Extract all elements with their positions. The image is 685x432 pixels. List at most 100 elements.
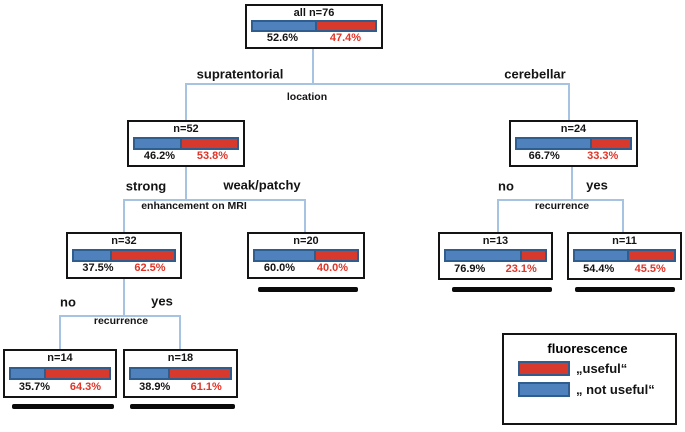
pct-not-useful: 38.9%: [139, 381, 171, 393]
percent-row: 37.5% 62.5%: [72, 262, 176, 275]
bar-blue-segment: [135, 138, 183, 148]
edge-yes-left-drop: [179, 315, 181, 349]
bar-blue-segment: [446, 251, 523, 260]
pct-useful: 45.5%: [634, 263, 666, 275]
underline-n20: [258, 287, 358, 292]
pct-not-useful: 35.7%: [18, 381, 51, 393]
bar-blue-segment: [253, 22, 318, 30]
pct-useful: 40.0%: [316, 262, 349, 274]
percent-row: 38.9% 61.1%: [129, 381, 232, 394]
pct-not-useful: 60.0%: [263, 262, 296, 274]
edge-strong-drop: [123, 199, 125, 232]
pct-not-useful: 37.5%: [82, 262, 114, 274]
node-n24: n=24 66.7% 33.3%: [509, 120, 638, 167]
pct-not-useful: 54.4%: [583, 263, 615, 275]
stacked-bar: [129, 366, 232, 380]
pct-not-useful: 76.9%: [454, 263, 486, 275]
node-n52: n=52 46.2% 53.8%: [127, 120, 245, 167]
percent-row: 46.2% 53.8%: [133, 150, 239, 163]
blue-swatch-icon: [518, 382, 570, 397]
condition-label-recurrence-right: recurrence: [534, 200, 590, 212]
edge-n24-vertical: [571, 167, 573, 200]
legend: fluorescence „useful“ „ not useful“: [502, 333, 677, 425]
node-title: n=13: [482, 235, 509, 247]
bar-blue-segment: [255, 250, 317, 260]
stacked-bar: [9, 366, 111, 380]
pct-not-useful: 52.6%: [266, 32, 299, 44]
condition-label-mri: enhancement on MRI: [141, 200, 247, 212]
stacked-bar: [133, 136, 239, 150]
pct-not-useful: 66.7%: [528, 150, 560, 162]
branch-label-weak-patchy: weak/patchy: [223, 177, 301, 193]
edge-supratentorial-drop: [185, 83, 187, 120]
edge-n52-vertical: [185, 167, 187, 200]
edge-weak-drop: [304, 199, 306, 232]
pct-useful: 47.4%: [329, 32, 362, 44]
legend-row-not-useful: „ not useful“: [518, 382, 675, 397]
node-n32: n=32 37.5% 62.5%: [66, 232, 182, 279]
pct-useful: 61.1%: [190, 381, 222, 393]
branch-label-yes-right: yes: [586, 177, 608, 193]
bar-blue-segment: [74, 250, 112, 260]
bar-blue-segment: [131, 368, 170, 378]
node-title: n=20: [293, 235, 319, 247]
pct-useful: 33.3%: [587, 150, 619, 162]
bar-blue-segment: [517, 138, 593, 148]
node-n18: n=18 38.9% 61.1%: [123, 349, 238, 398]
stacked-bar: [573, 249, 676, 262]
branch-label-strong: strong: [125, 178, 167, 194]
edge-recurrence-right-horizontal: [497, 199, 624, 201]
node-n13: n=13 76.9% 23.1%: [438, 232, 553, 280]
pct-useful: 23.1%: [505, 263, 537, 275]
node-title: n=18: [167, 352, 194, 364]
stacked-bar: [444, 249, 547, 262]
edge-recurrence-left-horizontal: [59, 315, 181, 317]
edge-n32-vertical: [123, 279, 125, 316]
node-title: n=14: [47, 352, 73, 364]
bar-blue-segment: [11, 368, 46, 378]
legend-label-useful: „useful“: [576, 361, 628, 376]
edge-mri-horizontal: [123, 199, 306, 201]
node-title: n=52: [173, 123, 199, 135]
branch-label-cerebellar: cerebellar: [504, 66, 566, 82]
stacked-bar: [251, 20, 377, 32]
stacked-bar: [515, 136, 632, 150]
node-title: n=11: [612, 235, 637, 247]
legend-row-useful: „useful“: [518, 361, 675, 376]
edge-no-right-drop: [497, 199, 499, 232]
node-n14: n=14 35.7% 64.3%: [3, 349, 117, 398]
legend-label-not-useful: „ not useful“: [576, 382, 655, 397]
condition-label-location: location: [286, 91, 328, 103]
node-n20: n=20 60.0% 40.0%: [247, 232, 365, 279]
node-title: n=24: [560, 123, 587, 135]
node-n11: n=11 54.4% 45.5%: [567, 232, 682, 280]
node-all: all n=76 52.6% 47.4%: [245, 4, 383, 49]
red-swatch-icon: [518, 361, 570, 376]
underline-n13: [452, 287, 552, 292]
percent-row: 54.4% 45.5%: [573, 263, 676, 276]
edge-yes-right-drop: [622, 199, 624, 232]
bar-blue-segment: [575, 251, 629, 260]
pct-not-useful: 46.2%: [143, 150, 176, 162]
node-title: all n=76: [293, 7, 335, 19]
edge-top-vertical: [312, 49, 314, 84]
percent-row: 66.7% 33.3%: [515, 150, 632, 163]
edge-location-horizontal: [185, 83, 570, 85]
edge-no-left-drop: [59, 315, 61, 349]
branch-label-no-left: no: [60, 294, 76, 310]
branch-label-yes-left: yes: [151, 293, 173, 309]
node-title: n=32: [111, 235, 137, 247]
percent-row: 35.7% 64.3%: [9, 381, 111, 394]
underline-n11: [575, 287, 675, 292]
legend-title: fluorescence: [547, 341, 628, 356]
stacked-bar: [72, 248, 176, 262]
branch-label-supratentorial: supratentorial: [196, 66, 284, 82]
percent-row: 52.6% 47.4%: [251, 32, 377, 45]
branch-label-no-right: no: [498, 178, 514, 194]
edge-cerebellar-drop: [568, 83, 570, 120]
underline-n14: [12, 404, 114, 409]
underline-n18: [130, 404, 235, 409]
pct-useful: 64.3%: [69, 381, 102, 393]
pct-useful: 53.8%: [196, 150, 229, 162]
